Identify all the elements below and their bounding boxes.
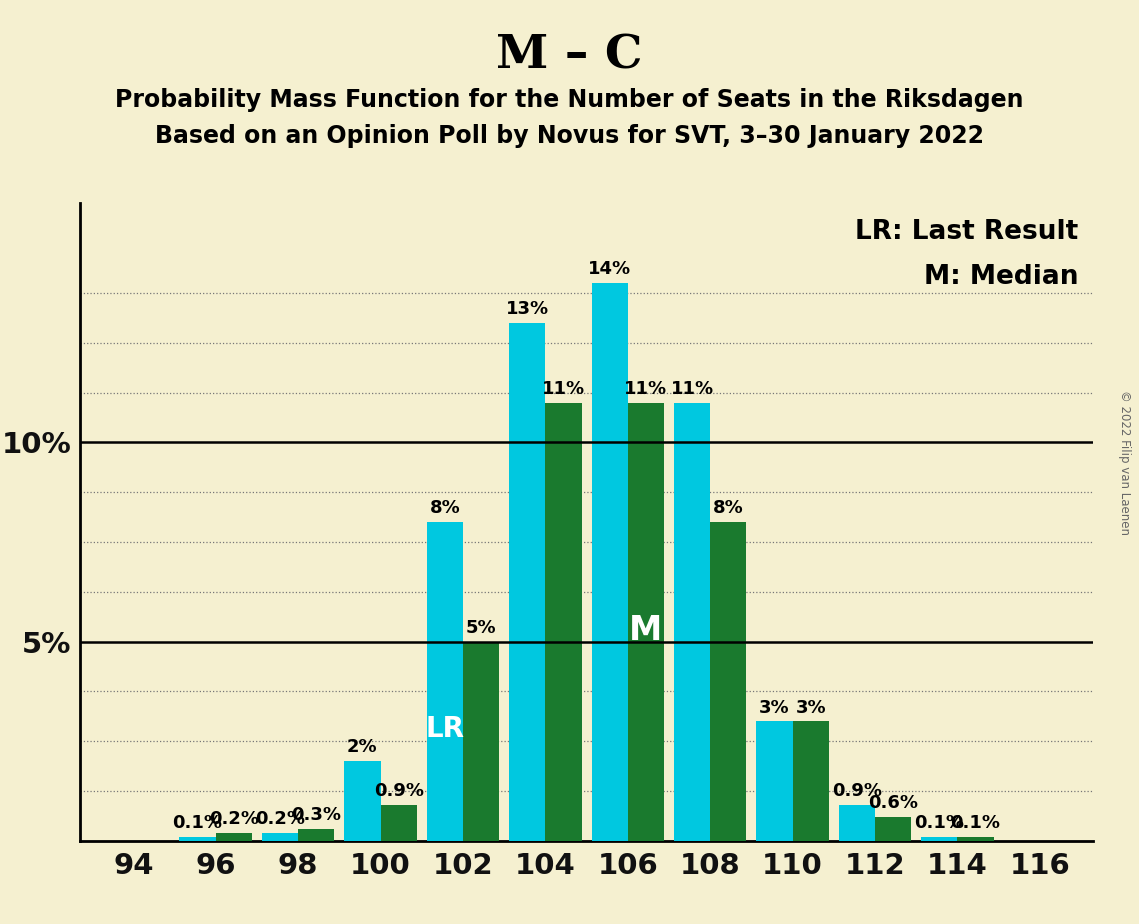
Bar <box>875 817 911 841</box>
Text: M – C: M – C <box>497 32 642 79</box>
Text: 11%: 11% <box>671 380 714 397</box>
Bar <box>546 403 582 841</box>
Bar <box>921 837 958 841</box>
Bar <box>838 805 875 841</box>
Bar <box>674 403 711 841</box>
Text: Probability Mass Function for the Number of Seats in the Riksdagen: Probability Mass Function for the Number… <box>115 88 1024 112</box>
Bar <box>462 641 499 841</box>
Bar <box>427 522 462 841</box>
Text: 3%: 3% <box>760 699 789 716</box>
Text: 0.6%: 0.6% <box>868 794 918 812</box>
Bar <box>215 833 252 841</box>
Text: 11%: 11% <box>542 380 585 397</box>
Text: 8%: 8% <box>429 499 460 517</box>
Bar <box>180 837 215 841</box>
Text: LR: Last Result: LR: Last Result <box>855 219 1079 245</box>
Bar <box>262 833 298 841</box>
Text: 0.2%: 0.2% <box>255 810 305 828</box>
Bar <box>509 322 546 841</box>
Text: M: Median: M: Median <box>924 264 1079 290</box>
Text: 11%: 11% <box>624 380 667 397</box>
Text: 3%: 3% <box>795 699 826 716</box>
Bar <box>628 403 664 841</box>
Bar <box>380 805 417 841</box>
Bar <box>711 522 746 841</box>
Text: 14%: 14% <box>588 261 631 278</box>
Bar <box>958 837 993 841</box>
Text: 0.3%: 0.3% <box>292 806 342 824</box>
Bar <box>793 722 829 841</box>
Text: 0.1%: 0.1% <box>915 814 965 833</box>
Text: 8%: 8% <box>713 499 744 517</box>
Bar <box>756 722 793 841</box>
Bar <box>344 761 380 841</box>
Text: 5%: 5% <box>466 619 497 637</box>
Text: 0.1%: 0.1% <box>173 814 222 833</box>
Text: 0.2%: 0.2% <box>208 810 259 828</box>
Text: 13%: 13% <box>506 300 549 318</box>
Text: 2%: 2% <box>347 738 378 757</box>
Text: 0.9%: 0.9% <box>374 783 424 800</box>
Bar <box>298 829 335 841</box>
Text: LR: LR <box>425 715 465 743</box>
Text: Based on an Opinion Poll by Novus for SVT, 3–30 January 2022: Based on an Opinion Poll by Novus for SV… <box>155 124 984 148</box>
Text: M: M <box>630 614 663 647</box>
Text: © 2022 Filip van Laenen: © 2022 Filip van Laenen <box>1117 390 1131 534</box>
Text: 0.1%: 0.1% <box>951 814 1000 833</box>
Text: 0.9%: 0.9% <box>831 783 882 800</box>
Bar <box>591 283 628 841</box>
